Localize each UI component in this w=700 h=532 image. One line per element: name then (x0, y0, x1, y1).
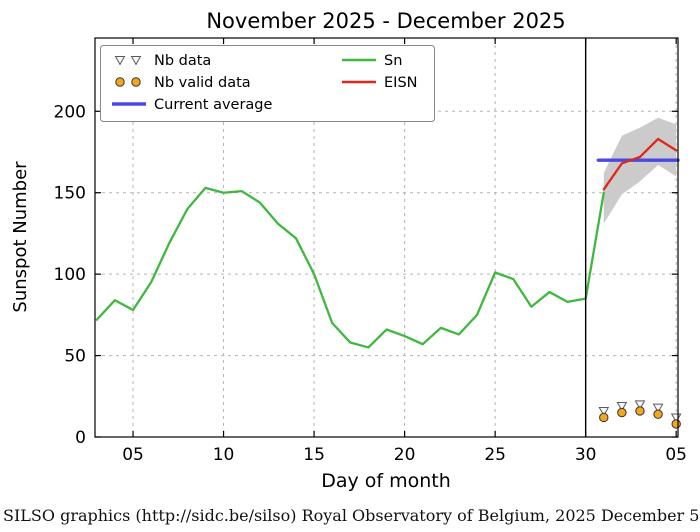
x-tick-label: 05 (122, 445, 144, 465)
axis-ticks (95, 38, 678, 438)
nb-valid-data-circle-marker (653, 409, 663, 419)
x-tick-label: 20 (394, 445, 416, 465)
nb-valid-data-circle-marker (635, 406, 645, 416)
eisn-line (602, 137, 678, 191)
grid-lines (95, 38, 678, 437)
y-tick-label: 50 (64, 347, 86, 367)
credit-line: SILSO graphics (http://sidc.be/silso) Ro… (3, 506, 700, 525)
legend-label: EISN (384, 75, 418, 91)
nb-data-triangle-marker (598, 406, 610, 417)
y-axis-label: Sunspot Number (10, 161, 31, 313)
y-tick-label: 0 (75, 428, 86, 448)
x-tick-label: 05 (665, 445, 687, 465)
sn-line (95, 186, 605, 349)
x-tick-label: 30 (575, 445, 597, 465)
chart-title: November 2025 - December 2025 (206, 9, 565, 33)
plot-area: 05 10 15 20 25 30 05 0 50 100 150 200 Nb data Nb vali… (54, 37, 687, 465)
nb-valid-data-circle-marker (131, 77, 141, 87)
nb-data-triangle-marker (634, 400, 646, 410)
nb-valid-data-circle-marker (599, 412, 609, 423)
nb-data-triangle-marker (114, 56, 126, 66)
x-tick-label: 15 (303, 445, 325, 465)
legend-label: Nb valid data (154, 75, 251, 91)
y-tick-label: 150 (54, 184, 86, 204)
nb-valid-data-circle-marker (671, 419, 681, 429)
nb-data-triangle-marker (616, 402, 628, 412)
tick-labels: 05 10 15 20 25 30 05 0 50 100 150 200 (54, 102, 687, 465)
legend-box (100, 45, 435, 122)
legend-label: Current average (154, 97, 273, 113)
y-tick-label: 200 (54, 102, 86, 122)
nb-valid-data-markers (599, 406, 681, 429)
nb-valid-data-circle-marker (617, 407, 627, 418)
nb-data-triangle-marker (652, 403, 664, 414)
nb-valid-data-circle-marker (115, 77, 125, 87)
legend: Nb data Nb valid data Current average Sn EIS… (100, 45, 435, 122)
x-tick-label: 25 (484, 445, 506, 465)
plot-frame (94, 37, 679, 438)
sunspot-chart: November 2025 - December 2025 Sunspot Nu… (10, 9, 687, 492)
x-tick-label: 10 (213, 445, 235, 465)
y-tick-label: 100 (54, 265, 86, 285)
eisn-uncertainty-band (603, 117, 677, 224)
legend-label: Sn (384, 53, 402, 69)
nb-data-triangle-marker (130, 56, 142, 66)
legend-label: Nb data (154, 53, 211, 69)
x-axis-label: Day of month (321, 470, 451, 492)
